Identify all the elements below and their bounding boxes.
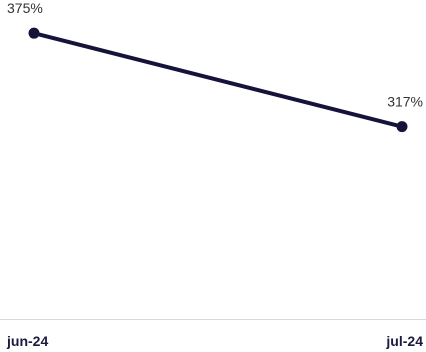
- x-tick-jun-24: jun-24: [6, 333, 48, 349]
- series-layer: [28, 27, 408, 133]
- series-line: [32, 31, 404, 129]
- data-label-jul-24: 317%: [387, 94, 423, 110]
- x-tick-jul-24: jul-24: [385, 333, 423, 349]
- data-labels: 375% 317%: [7, 0, 423, 109]
- x-axis-ticks: jun-24 jul-24: [6, 333, 423, 349]
- data-label-jun-24: 375%: [7, 0, 43, 16]
- data-point-jun-24[interactable]: [28, 27, 40, 39]
- data-point-jul-24[interactable]: [396, 121, 408, 133]
